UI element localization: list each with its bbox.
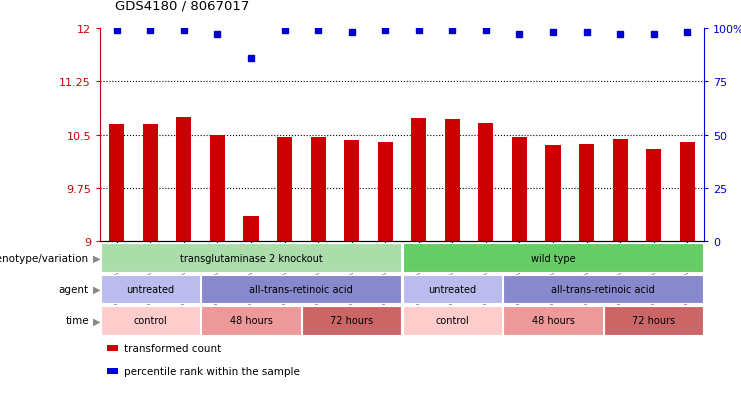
Bar — [109, 125, 124, 242]
Bar — [613, 140, 628, 242]
Text: GDS4180 / 8067017: GDS4180 / 8067017 — [115, 0, 249, 12]
Bar — [512, 138, 527, 242]
Text: time: time — [65, 316, 89, 326]
Text: percentile rank within the sample: percentile rank within the sample — [124, 366, 299, 376]
Text: transglutaminase 2 knockout: transglutaminase 2 knockout — [179, 253, 322, 263]
Text: wild type: wild type — [531, 253, 575, 263]
Bar — [210, 135, 225, 242]
Text: untreated: untreated — [428, 284, 476, 294]
Text: 48 hours: 48 hours — [531, 316, 574, 326]
Text: all-trans-retinoic acid: all-trans-retinoic acid — [551, 284, 655, 294]
Text: control: control — [133, 316, 167, 326]
Text: untreated: untreated — [126, 284, 174, 294]
Bar — [277, 138, 292, 242]
Text: 48 hours: 48 hours — [230, 316, 273, 326]
Text: control: control — [436, 316, 469, 326]
Bar — [545, 146, 560, 242]
Bar — [310, 138, 325, 242]
Bar — [479, 123, 494, 242]
Bar — [445, 120, 460, 242]
Text: agent: agent — [59, 284, 89, 294]
Bar — [176, 118, 191, 242]
Text: 72 hours: 72 hours — [632, 316, 675, 326]
Text: ▶: ▶ — [93, 253, 100, 263]
Text: 72 hours: 72 hours — [330, 316, 373, 326]
Bar — [411, 119, 426, 242]
Bar — [679, 142, 695, 242]
Text: transformed count: transformed count — [124, 343, 221, 353]
Bar — [244, 217, 259, 242]
Text: ▶: ▶ — [93, 284, 100, 294]
Text: all-trans-retinoic acid: all-trans-retinoic acid — [250, 284, 353, 294]
Bar — [646, 150, 661, 242]
Bar — [579, 145, 594, 242]
Bar — [143, 125, 158, 242]
Text: ▶: ▶ — [93, 316, 100, 326]
Bar — [344, 141, 359, 242]
Bar — [378, 142, 393, 242]
Text: genotype/variation: genotype/variation — [0, 253, 89, 263]
